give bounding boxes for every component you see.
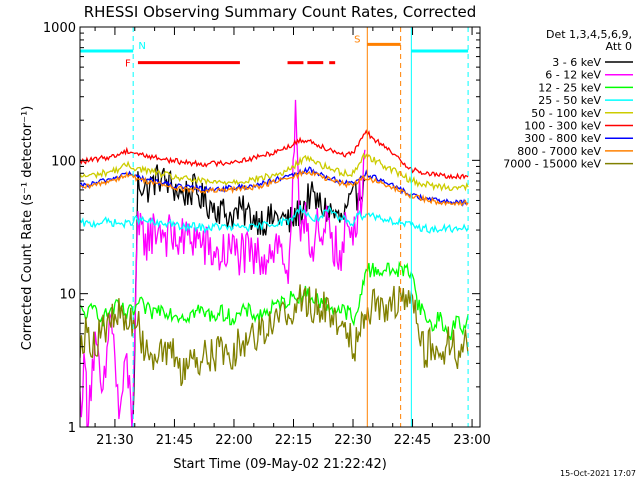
x-tick-label: 23:00 bbox=[453, 433, 490, 448]
plot-frame bbox=[79, 26, 481, 428]
legend-label: 300 - 800 keV bbox=[524, 132, 601, 145]
plot-area: NF S 21:30 21:45 22:00 22:15 22:30 22:45 23:00 1… bbox=[43, 21, 491, 448]
axis-ticks: 21:30 21:45 22:00 22:15 22:30 22:45 23:00 1 10 10… bbox=[43, 21, 491, 448]
x-tick-label: 22:30 bbox=[334, 433, 371, 448]
legend-label: 3 - 6 keV bbox=[552, 56, 601, 69]
series-line-25-50-kev bbox=[80, 204, 469, 234]
series-line-12-25-kev bbox=[80, 260, 469, 341]
legend-label: 800 - 7000 keV bbox=[517, 145, 601, 158]
legend-label: 25 - 50 keV bbox=[538, 94, 601, 107]
y-axis-label: Corrected Count Rate (s⁻¹ detector⁻¹) bbox=[20, 106, 35, 351]
series-line-6-12-kev bbox=[80, 99, 366, 427]
series-line-800-7000-kev bbox=[80, 169, 469, 207]
legend-label: 50 - 100 keV bbox=[531, 107, 601, 120]
x-tick-label: 22:00 bbox=[215, 433, 252, 448]
flag-label-f: F bbox=[125, 59, 131, 70]
y-tick-label: 10 bbox=[59, 288, 76, 303]
legend-label: 100 - 300 keV bbox=[524, 120, 601, 133]
legend-header-line: Det 1,3,4,5,6,9, bbox=[546, 28, 632, 41]
series-line-7000-15000-kev bbox=[80, 284, 469, 387]
y-tick-label: 100 bbox=[51, 154, 76, 169]
series-line-100-300-kev bbox=[80, 129, 469, 180]
series-layer bbox=[80, 99, 469, 427]
series-line-3-6-kev bbox=[132, 164, 366, 415]
x-tick-label: 21:30 bbox=[96, 433, 133, 448]
y-tick-label: 1 bbox=[68, 421, 76, 436]
x-tick-label: 21:45 bbox=[156, 433, 193, 448]
legend-label: 12 - 25 keV bbox=[538, 81, 601, 94]
footer-timestamp: 15-Oct-2021 17:07 bbox=[560, 469, 636, 478]
x-axis-label: Start Time (09-May-02 21:22:42) bbox=[173, 457, 387, 472]
flag-label-s: S bbox=[354, 34, 360, 45]
legend-header-line: Att 0 bbox=[606, 40, 632, 53]
chart-title: RHESSI Observing Summary Count Rates, Co… bbox=[84, 3, 477, 21]
legend-label: 6 - 12 keV bbox=[545, 69, 601, 82]
x-tick-label: 22:45 bbox=[394, 433, 431, 448]
legend-label: 7000 - 15000 keV bbox=[503, 158, 601, 171]
x-tick-label: 22:15 bbox=[275, 433, 312, 448]
y-tick-label: 1000 bbox=[43, 21, 76, 36]
flag-label-n: N bbox=[138, 41, 145, 52]
series-line-50-100-kev bbox=[80, 152, 469, 192]
